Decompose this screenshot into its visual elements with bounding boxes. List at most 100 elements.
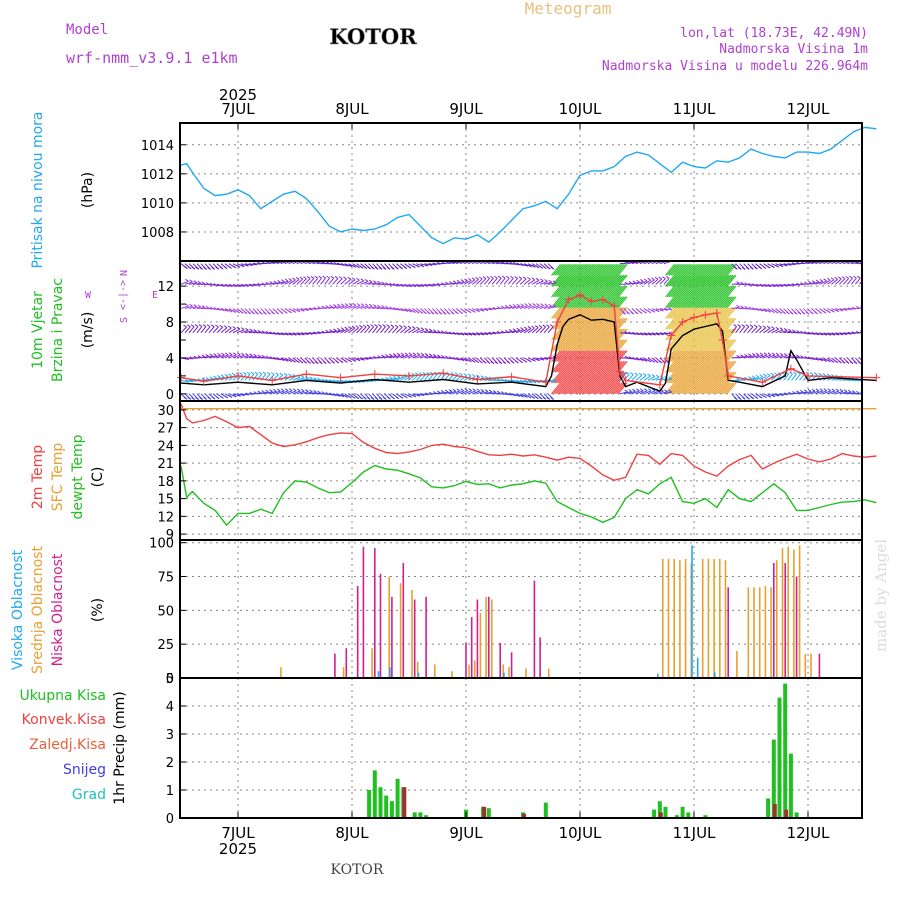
wind-arrow-head xyxy=(838,360,842,364)
wind-band-arrow xyxy=(668,371,679,384)
wind-arrow-head xyxy=(325,304,329,308)
wind-band-arrow xyxy=(573,360,584,373)
wind-arrow-head xyxy=(628,280,633,284)
wind-arrow xyxy=(296,377,305,381)
wind-band-arrow xyxy=(673,350,684,362)
wind-arrow-head xyxy=(763,395,767,399)
wind-arrow-head xyxy=(540,303,544,307)
wind-band-arrow xyxy=(712,339,723,352)
wind-arrow-head xyxy=(311,361,315,364)
wind-band-arrow xyxy=(704,339,715,352)
wind-arrow-head xyxy=(835,388,840,392)
wind-band-arrow xyxy=(583,264,594,276)
wind-arrow-head xyxy=(219,266,224,270)
wind-arrow-head xyxy=(201,305,206,308)
wind-arrow-head xyxy=(340,394,345,398)
wind-arrow-head xyxy=(763,373,767,377)
wind-arrow xyxy=(875,264,883,266)
wind-arrow-head xyxy=(239,372,243,376)
wind-arrow xyxy=(739,355,748,359)
y-tick-label: 27 xyxy=(157,422,174,437)
date-label-bottom: 10JUL xyxy=(559,824,602,842)
wind-band-arrow xyxy=(602,360,613,373)
wind-band-arrow xyxy=(602,307,613,319)
wind-arrow-head xyxy=(303,276,307,280)
wind-arrow xyxy=(428,331,437,334)
wind-arrow-head xyxy=(640,358,644,362)
wind-arrow-head xyxy=(771,326,775,330)
wind-band-arrow xyxy=(699,264,710,276)
wind-arrow-head xyxy=(378,324,382,327)
wind-arrow-head xyxy=(437,390,441,394)
wind-arrow xyxy=(783,263,792,266)
wind-arrow xyxy=(619,391,628,395)
wind-arrow xyxy=(635,281,644,285)
wind-arrow-head xyxy=(665,276,670,279)
wind-band-arrow xyxy=(600,350,611,362)
wind-arrow-head xyxy=(265,389,269,393)
y-tick-label: 1014 xyxy=(141,139,174,154)
wind-arrow xyxy=(512,305,520,310)
wind-band-arrow xyxy=(593,296,604,308)
wind-arrow-head xyxy=(810,311,814,315)
wind-band-arrow xyxy=(571,264,582,276)
wind-arrow-head xyxy=(391,396,395,400)
wind-arrow-head xyxy=(766,373,771,377)
wind-arrow xyxy=(320,262,329,265)
wind-arrow-head xyxy=(792,329,796,333)
wind-band-arrow xyxy=(704,307,715,319)
wind-arrow-head xyxy=(856,390,860,394)
wind-arrow xyxy=(635,390,644,395)
wind-band-arrow xyxy=(587,307,597,319)
wind-arrow xyxy=(340,328,348,334)
wind-band-arrow xyxy=(709,264,720,276)
wind-arrow xyxy=(835,390,844,395)
compass-north-line: <-|-> xyxy=(118,280,129,310)
wind-arrow-head xyxy=(433,329,437,333)
wind-arrow-head xyxy=(446,311,451,315)
wind-arrow-head xyxy=(651,359,655,363)
wind-band-arrow xyxy=(675,350,686,362)
wind-band-arrow xyxy=(702,382,713,395)
wind-arrow-head xyxy=(450,311,455,315)
date-label-top: 12JUL xyxy=(787,100,830,118)
y-tick-label: 30 xyxy=(157,404,174,419)
wind-band-arrow xyxy=(665,339,675,352)
wind-arrow-head xyxy=(476,388,481,392)
wind-band-arrow xyxy=(695,317,706,330)
wind-band-arrow xyxy=(678,350,689,362)
wind-arrow-head xyxy=(259,311,263,315)
wind-arrow xyxy=(491,277,498,285)
wind-arrow-head xyxy=(823,388,828,392)
wind-band-arrow xyxy=(598,350,609,362)
wind-band-arrow xyxy=(607,264,618,276)
wind-arrow-head xyxy=(655,309,660,313)
wind-arrow xyxy=(779,355,788,359)
wind-band-arrow xyxy=(576,317,587,330)
wind-band-arrow xyxy=(680,360,691,373)
wind-band-arrow xyxy=(583,382,594,395)
wind-band-arrow xyxy=(665,274,675,287)
wind-arrow xyxy=(499,277,506,285)
wind-arrow xyxy=(284,390,293,395)
wind-arrow xyxy=(364,305,373,310)
wind-arrow xyxy=(755,354,764,359)
wind-band-arrow xyxy=(695,296,706,308)
wind-arrow-head xyxy=(745,324,750,328)
wind-arrow-head xyxy=(206,324,211,328)
wind-arrow xyxy=(424,355,433,359)
panel-frame xyxy=(179,400,863,541)
wind-band-arrow xyxy=(668,296,679,308)
wind-band-arrow xyxy=(707,296,718,308)
wind-arrow-head xyxy=(428,353,433,357)
wind-arrow xyxy=(759,375,767,381)
compass-south: S xyxy=(119,317,130,323)
wind-band-arrow xyxy=(683,274,694,287)
wind-band-arrow xyxy=(564,285,575,298)
wind-band-arrow xyxy=(712,274,723,287)
wind-band-arrow xyxy=(695,371,706,384)
wind-arrow-head xyxy=(360,303,365,307)
wind-arrow-head xyxy=(284,358,289,362)
wind-arrow xyxy=(372,326,378,334)
wind-arrow xyxy=(751,326,758,334)
